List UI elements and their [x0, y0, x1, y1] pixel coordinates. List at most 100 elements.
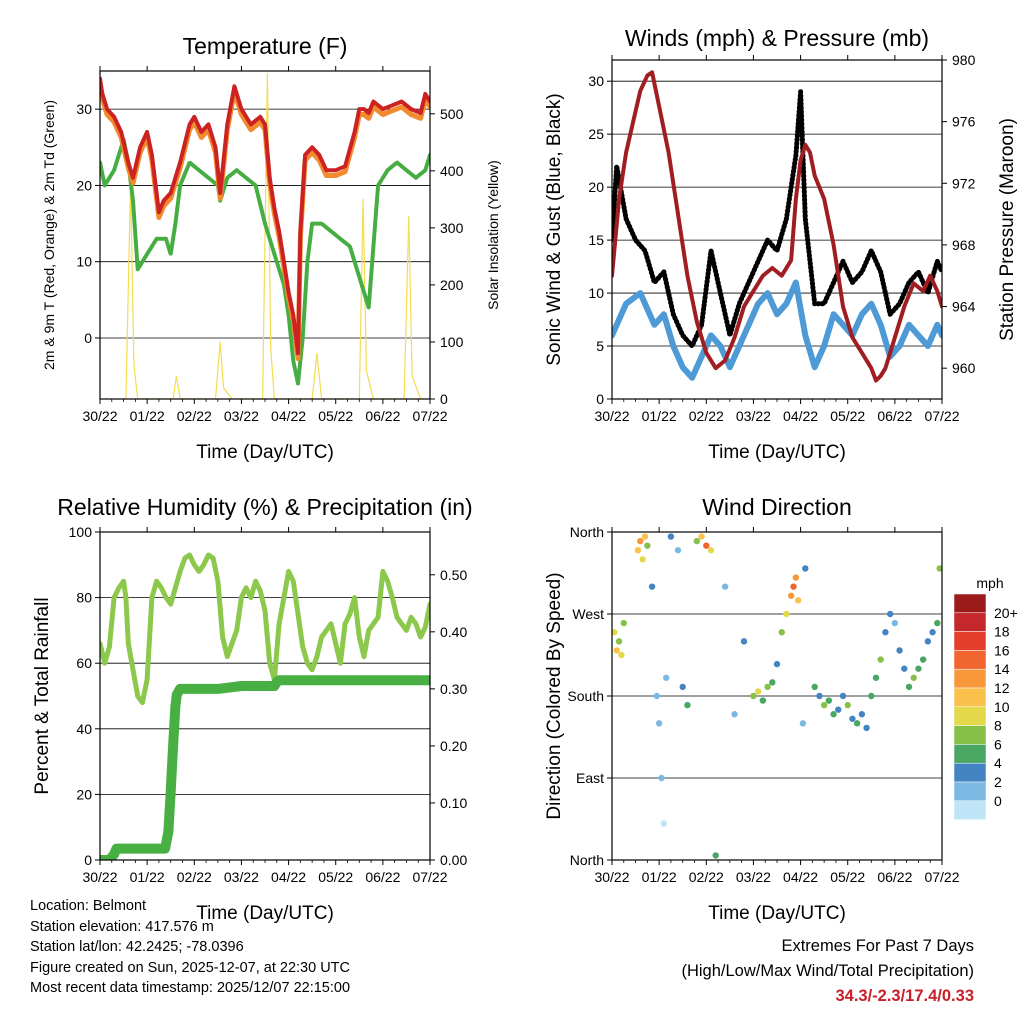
y-tick-label: 20	[76, 786, 92, 802]
x-tick-label: 01/22	[130, 869, 165, 885]
direction-point	[663, 674, 670, 681]
y-tick-label: 20	[588, 179, 604, 195]
direction-point	[653, 692, 660, 700]
station-location: Location: Belmont	[30, 898, 147, 914]
colorbar-label: 20+	[994, 605, 1018, 621]
x-axis-label: Time (Day/UTC)	[708, 442, 846, 463]
chart-title: Relative Humidity (%) & Precipitation (i…	[57, 494, 472, 520]
direction-point	[620, 619, 627, 627]
x-tick-label: 03/22	[224, 408, 259, 424]
plot-frame	[611, 531, 943, 861]
figure-created: Figure created on Sun, 2025-12-07, at 22…	[30, 959, 350, 976]
colorbar-label: 2	[994, 774, 1002, 790]
direction-point	[634, 547, 642, 554]
y-tick-label: South	[567, 688, 604, 704]
plot-area	[612, 70, 942, 383]
direction-point	[795, 597, 802, 604]
y-tick-label: North	[570, 524, 604, 540]
station-latlon: Station lat/lon: 42.2425; -78.0396	[30, 939, 244, 955]
colorbar-swatch	[953, 762, 987, 783]
x-tick-label: 02/22	[689, 869, 724, 885]
direction-point	[799, 720, 807, 727]
extremes-title: Extremes For Past 7 Days	[781, 937, 974, 955]
x-tick-label: 03/22	[736, 408, 771, 424]
direction-point	[802, 565, 809, 572]
recent-timestamp: Most recent data timestamp: 2025/12/07 2…	[30, 980, 351, 996]
direction-point	[613, 647, 620, 654]
y-axis-label: Sonic Wind & Gust (Blue, Black)	[544, 93, 565, 365]
direction-point	[667, 533, 675, 540]
x-axis-label: Time (Day/UTC)	[708, 903, 846, 924]
x-tick-label: 01/22	[642, 408, 677, 424]
direction-point	[750, 692, 757, 700]
y-tick-label: 40	[76, 721, 92, 737]
plot-area	[100, 552, 430, 860]
direction-point	[698, 533, 705, 540]
colorbar-label: 6	[994, 736, 1002, 752]
direction-point	[615, 638, 623, 645]
x-tick-label: 02/22	[689, 408, 724, 424]
y2-tick-label: 100	[440, 334, 464, 350]
y2-tick-label: 0.20	[440, 738, 467, 754]
colorbar-swatch	[953, 650, 987, 670]
y2-tick-label: 0.50	[440, 567, 467, 583]
direction-point	[764, 683, 771, 691]
direction-point	[882, 629, 889, 636]
colorbar-swatch	[953, 631, 987, 651]
direction-point	[773, 660, 781, 668]
direction-point	[787, 592, 795, 599]
direction-point	[769, 679, 776, 686]
x-tick-label: 07/22	[924, 408, 959, 424]
y-tick-label: North	[570, 852, 604, 868]
y-tick-label: 20	[76, 177, 92, 193]
colorbar-label: 0	[994, 793, 1002, 809]
y2-tick-label: 0.40	[440, 624, 467, 640]
series-precip	[100, 675, 430, 860]
direction-point	[844, 701, 851, 709]
direction-point	[648, 583, 656, 590]
direction-point	[934, 619, 941, 627]
y2-tick-label: 0	[440, 391, 448, 407]
x-tick-label: 06/22	[365, 869, 400, 885]
x-tick-label: 05/22	[830, 869, 865, 885]
x-tick-label: 04/22	[271, 408, 306, 424]
panel-humidity: Relative Humidity (%) & Precipitation (i…	[32, 494, 473, 924]
chart-title: Winds (mph) & Pressure (mb)	[625, 25, 929, 51]
direction-point	[891, 619, 899, 627]
x-axis-label: Time (Day/UTC)	[196, 903, 334, 924]
chart-title: Temperature (F)	[183, 33, 348, 59]
y2-tick-label: 960	[952, 360, 976, 376]
colorbar-swatch	[953, 781, 987, 802]
y2-tick-label: 500	[440, 106, 464, 122]
x-tick-label: 07/22	[412, 869, 447, 885]
station-info: Location: Belmont Station elevation: 417…	[30, 896, 350, 999]
direction-point	[863, 724, 870, 732]
x-tick-label: 05/22	[830, 408, 865, 424]
colorbar-label: 14	[994, 661, 1010, 677]
series-gust	[612, 89, 942, 349]
x-tick-label: 06/22	[365, 408, 400, 424]
direction-point	[835, 706, 842, 713]
direction-point	[639, 556, 646, 563]
direction-point	[830, 711, 837, 718]
extremes-panel: Extremes For Past 7 Days (High/Low/Max W…	[681, 934, 974, 1009]
direction-point	[816, 692, 823, 700]
x-tick-label: 07/22	[412, 408, 447, 424]
y-tick-label: 100	[69, 524, 93, 540]
y-tick-label: 60	[76, 655, 92, 671]
y-tick-label: 30	[76, 101, 92, 117]
colorbar-swatch	[953, 593, 987, 614]
direction-point	[618, 651, 625, 659]
series-solar	[125, 73, 422, 399]
chart-title: Wind Direction	[702, 494, 852, 520]
y2-tick-label: 976	[952, 114, 976, 130]
x-tick-label: 03/22	[224, 869, 259, 885]
y-tick-label: West	[572, 606, 604, 622]
direction-point	[655, 720, 663, 727]
direction-point	[820, 701, 828, 709]
direction-point	[660, 820, 668, 827]
direction-point	[896, 647, 903, 654]
y2-tick-label: 0.10	[440, 795, 467, 811]
colorbar-label: 12	[994, 680, 1010, 696]
direction-point	[644, 542, 651, 549]
